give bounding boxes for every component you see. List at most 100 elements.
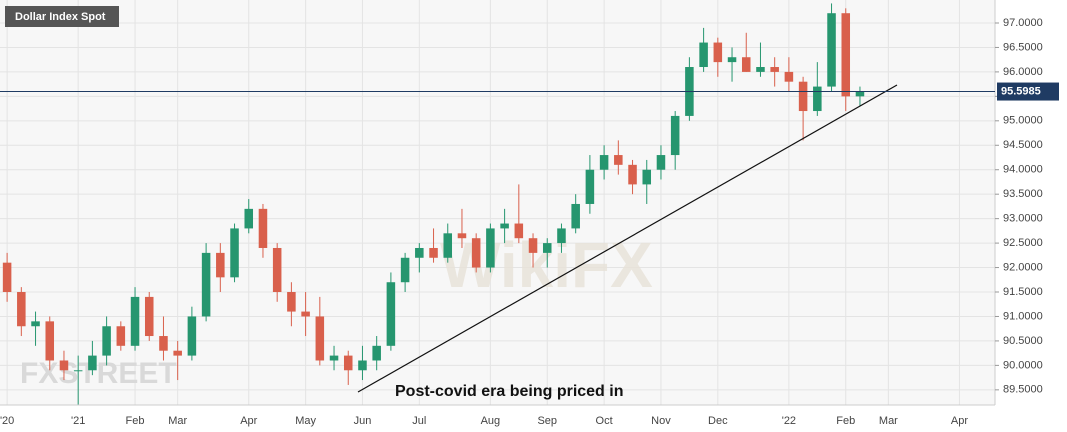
trend-line [357,84,898,393]
candle-body [614,155,623,165]
candle-body [116,326,126,346]
x-tick-label: Oct [596,415,613,427]
x-tick-label: '22 [782,415,796,427]
chart-title: Dollar Index Spot [15,11,106,23]
candle-body [59,360,69,371]
candle-body [2,262,12,293]
y-tick-label: 91.5000 [1003,286,1043,298]
candle-body [45,321,55,361]
watermark: FXSTREET [20,357,177,390]
x-tick-label: '21 [71,415,85,427]
candle-body [813,86,822,112]
candle-body [372,345,381,361]
candle-body [443,233,453,258]
x-tick-label: Jun [354,415,372,427]
x-tick-label: Jul [412,415,426,427]
candle-body [798,81,808,112]
candle-body [201,252,211,317]
y-tick-label: 95.0000 [1003,115,1043,127]
candle-body [628,164,637,185]
candle-body [159,336,168,351]
last-value-box [997,82,1059,101]
candle-body [73,370,83,372]
x-tick-label: Sep [537,415,557,427]
candle-body [642,169,652,185]
candle-body [244,208,254,229]
candle-body [585,169,595,204]
candle-body [471,238,481,268]
candle-body [287,292,296,312]
candle-body [88,355,97,371]
candle-body [741,57,751,72]
y-tick-label: 90.0000 [1003,359,1043,371]
candle-body [656,155,666,170]
candle-body [31,321,40,327]
y-tick-label: 94.0000 [1003,164,1043,176]
candle-body [557,228,566,244]
x-tick-label: Dec [708,415,728,427]
candle-body [784,71,794,82]
y-tick-label: 93.5000 [1003,188,1043,200]
candle-body [571,203,580,229]
x-tick-label: Mar [168,415,187,427]
annotation: Post-covid era being priced in [395,383,624,400]
x-tick-label: Apr [951,415,968,427]
candle-body [528,238,538,253]
candle-body [500,223,509,229]
candle-body [415,247,424,258]
y-tick-label: 92.5000 [1003,237,1043,249]
y-tick-label: 97.0000 [1003,17,1043,29]
candle-body [770,67,779,72]
candle-body [343,355,353,371]
candle-body [400,257,410,283]
last-value-label: 95.5985 [1001,85,1041,97]
candle-body [358,360,367,371]
y-tick-label: 92.0000 [1003,261,1043,273]
x-tick-label: Apr [240,415,257,427]
candle-body [457,233,467,239]
candle-body [130,296,140,346]
candle-body [429,247,438,258]
candle-body [216,252,225,278]
candle-body [599,155,609,170]
candle-body [329,355,339,361]
candle-body [301,311,310,317]
candle-body [230,228,239,278]
y-tick-label: 89.5000 [1003,384,1043,396]
x-tick-label: '20 [0,415,14,427]
candle-body [386,282,396,346]
x-tick-label: May [295,415,316,427]
title-box [5,6,119,27]
y-tick-label: 93.0000 [1003,213,1043,225]
candle-body [756,67,765,72]
y-tick-label: 94.5000 [1003,139,1043,151]
candle-body [187,316,197,356]
candle-body [173,350,182,356]
y-tick-label: 96.5000 [1003,41,1043,53]
candle-body [855,91,865,97]
x-tick-label: Mar [879,415,898,427]
candle-body [514,223,524,239]
x-tick-label: Feb [126,415,145,427]
candle-body [713,42,723,63]
y-tick-label: 91.0000 [1003,310,1043,322]
y-tick-label: 90.5000 [1003,335,1043,347]
candle-body [727,57,737,63]
x-tick-label: Nov [651,415,671,427]
candle-body [102,326,111,356]
candle-body [258,208,268,248]
candle-body [315,316,325,361]
x-tick-label: Feb [836,415,855,427]
candle-body [144,296,154,337]
candle-body [670,115,680,156]
x-tick-label: Aug [481,415,501,427]
candle-body [841,13,851,97]
candle-body [272,247,282,293]
candle-body [699,42,708,68]
candle-body [17,292,26,327]
candle-body [827,13,836,87]
candle-body [542,243,552,253]
candle-body [486,228,495,268]
y-tick-label: 96.0000 [1003,66,1043,78]
